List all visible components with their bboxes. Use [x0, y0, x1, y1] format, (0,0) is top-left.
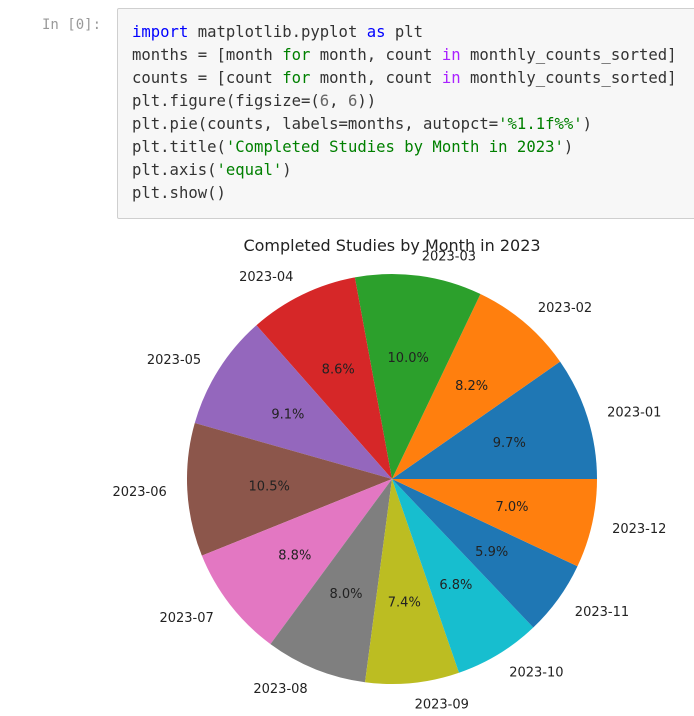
pie-slice-2023-10 — [392, 479, 534, 673]
pie-slice-2023-05 — [194, 325, 392, 479]
pie-pct-label: 10.0% — [388, 351, 429, 366]
code-token: monthly_counts_sorted] — [460, 46, 677, 64]
pie-category-label: 2023-08 — [253, 682, 307, 697]
code-token: plt.pie(counts, labels=months, autopct= — [132, 115, 499, 133]
pie-pct-label: 8.0% — [329, 587, 362, 602]
code-token: '%1.1f%%' — [498, 115, 583, 133]
pie-category-label: 2023-05 — [147, 353, 201, 368]
pie-slice-2023-03 — [354, 273, 481, 479]
code-token: plt.figure(figsize=( — [132, 92, 320, 110]
code-line: counts = [count for month, count in mont… — [132, 67, 677, 90]
pie-slice-2023-01 — [392, 361, 597, 479]
pie-category-label: 2023-11 — [575, 605, 629, 620]
pie-slice-2023-08 — [270, 479, 392, 683]
pie-slice-2023-11 — [392, 479, 578, 628]
code-token: month, count — [310, 69, 442, 87]
code-token: )) — [357, 92, 377, 110]
code-token: ) — [582, 115, 593, 133]
code-line: plt.show() — [132, 182, 677, 205]
pie-pct-label: 5.9% — [475, 545, 508, 560]
pie-pct-label: 7.0% — [495, 500, 528, 515]
code-token: in — [441, 46, 461, 64]
pie-pct-label: 9.7% — [493, 436, 526, 451]
code-token: counts = [count — [132, 69, 283, 87]
pie-category-label: 2023-04 — [239, 270, 293, 285]
pie-category-label: 2023-12 — [612, 522, 666, 537]
pie-pct-label: 9.1% — [271, 407, 304, 422]
code-editor[interactable]: import matplotlib.pyplot as plt months = … — [132, 21, 677, 205]
pie-pct-label: 10.5% — [249, 480, 290, 495]
pie-category-label: 2023-03 — [422, 250, 476, 265]
pie-slice-2023-12 — [392, 479, 597, 567]
code-line: import matplotlib.pyplot as plt — [132, 21, 677, 44]
code-token: plt.axis( — [132, 161, 217, 179]
pie-category-label: 2023-02 — [538, 301, 592, 316]
code-line: months = [month for month, count in mont… — [132, 44, 677, 67]
code-token: 6 — [347, 92, 358, 110]
code-cell-input[interactable]: import matplotlib.pyplot as plt months = … — [117, 8, 694, 219]
code-token: monthly_counts_sorted] — [460, 69, 677, 87]
pie-pct-label: 8.8% — [278, 548, 311, 563]
pie-slice-2023-09 — [365, 479, 460, 685]
chart-title: Completed Studies by Month in 2023 — [243, 236, 540, 255]
code-token: plt.title( — [132, 138, 226, 156]
code-token: for — [282, 46, 311, 64]
code-token: 6 — [319, 92, 330, 110]
code-token: plt.show() — [132, 184, 226, 202]
code-line: plt.title('Completed Studies by Month in… — [132, 136, 677, 159]
pie-pct-label: 8.6% — [322, 362, 355, 377]
code-line: plt.pie(counts, labels=months, autopct='… — [132, 113, 677, 136]
pie-slice-2023-06 — [186, 423, 392, 556]
code-token: month, count — [310, 46, 442, 64]
pie-category-label: 2023-07 — [159, 611, 213, 626]
pie-chart: Completed Studies by Month in 2023 9.7% 2… — [112, 236, 666, 712]
code-line: plt.axis('equal') — [132, 159, 677, 182]
code-token: plt — [385, 23, 424, 41]
pie-category-label: 2023-06 — [112, 485, 166, 500]
pie-category-label: 2023-10 — [509, 666, 563, 681]
pie-slice-2023-02 — [392, 294, 561, 479]
pie-pct-label: 8.2% — [455, 379, 488, 394]
code-token: ) — [282, 161, 292, 179]
code-token: import — [132, 23, 189, 41]
cell-output: Completed Studies by Month in 2023 9.7% 2… — [0, 222, 694, 712]
pie-category-label: 2023-09 — [415, 697, 469, 712]
cell-prompt: In [0]: — [42, 17, 102, 33]
code-token: matplotlib.pyplot — [188, 23, 367, 41]
pie-slice-2023-07 — [201, 479, 392, 645]
code-token: ) — [563, 138, 574, 156]
pie-slice-2023-04 — [256, 277, 392, 479]
code-token: , — [329, 92, 348, 110]
pie-category-label: 2023-01 — [607, 405, 661, 420]
code-token: months = [month — [132, 46, 283, 64]
code-token: in — [441, 69, 461, 87]
code-token: as — [366, 23, 386, 41]
code-token: 'Completed Studies by Month in 2023' — [225, 138, 564, 156]
pie-pct-label: 7.4% — [388, 595, 421, 610]
code-line: plt.figure(figsize=(6, 6)) — [132, 90, 677, 113]
pie-pct-label: 6.8% — [439, 578, 472, 593]
code-token: 'equal' — [216, 161, 283, 179]
code-token: for — [282, 69, 311, 87]
